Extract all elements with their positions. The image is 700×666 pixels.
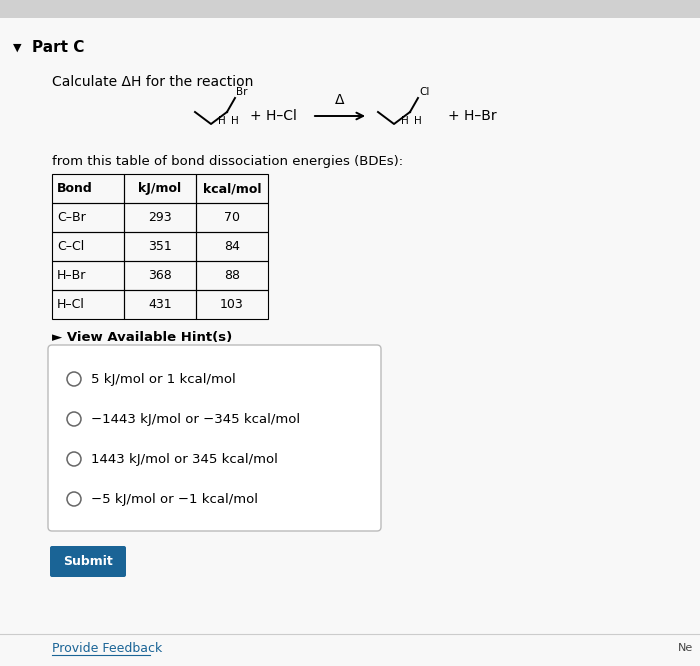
Text: kJ/mol: kJ/mol [139,182,181,195]
Text: 293: 293 [148,211,172,224]
Text: 103: 103 [220,298,244,311]
Text: −5 kJ/mol or −1 kcal/mol: −5 kJ/mol or −1 kcal/mol [91,492,258,505]
Text: H–Cl: H–Cl [57,298,85,311]
Text: C–Cl: C–Cl [57,240,84,253]
Text: ▼: ▼ [13,43,21,53]
Text: 84: 84 [224,240,240,253]
Text: Δ: Δ [335,93,344,107]
Text: Cl: Cl [419,87,429,97]
FancyBboxPatch shape [0,0,700,18]
Text: Br: Br [236,87,248,97]
FancyBboxPatch shape [50,546,126,577]
Text: + H–Br: + H–Br [448,109,496,123]
Text: −1443 kJ/mol or −345 kcal/mol: −1443 kJ/mol or −345 kcal/mol [91,412,300,426]
Text: 70: 70 [224,211,240,224]
Text: H: H [231,116,239,126]
Text: Submit: Submit [63,555,113,568]
Text: H: H [414,116,422,126]
Text: Calculate ΔH for the reaction: Calculate ΔH for the reaction [52,75,253,89]
Text: H: H [218,116,226,126]
Text: from this table of bond dissociation energies (BDEs):: from this table of bond dissociation ene… [52,155,403,168]
Text: H–Br: H–Br [57,269,86,282]
Text: 88: 88 [224,269,240,282]
Text: 1443 kJ/mol or 345 kcal/mol: 1443 kJ/mol or 345 kcal/mol [91,452,278,466]
Text: 351: 351 [148,240,172,253]
Text: C–Br: C–Br [57,211,85,224]
FancyBboxPatch shape [48,345,381,531]
Text: H: H [401,116,409,126]
Text: 5 kJ/mol or 1 kcal/mol: 5 kJ/mol or 1 kcal/mol [91,372,236,386]
Text: Ne: Ne [678,643,693,653]
Text: 431: 431 [148,298,172,311]
FancyBboxPatch shape [0,18,700,666]
Text: ► View Available Hint(s): ► View Available Hint(s) [52,330,232,344]
Text: Bond: Bond [57,182,92,195]
Text: 368: 368 [148,269,172,282]
Text: + H–Cl: + H–Cl [250,109,297,123]
Text: Part C: Part C [32,41,85,55]
Text: kcal/mol: kcal/mol [203,182,261,195]
Text: Provide Feedback: Provide Feedback [52,641,162,655]
